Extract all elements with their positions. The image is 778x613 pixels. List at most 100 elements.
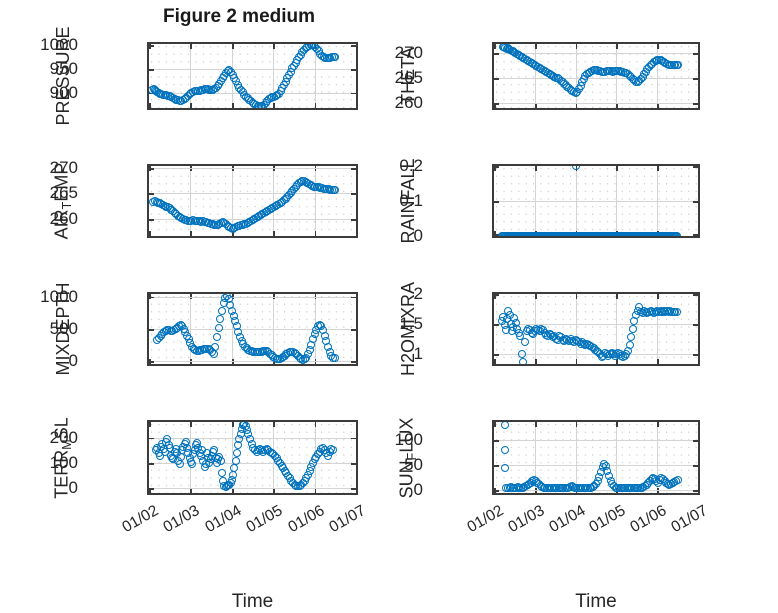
data-point: [558, 335, 567, 344]
data-point: [247, 440, 256, 449]
data-point: [607, 349, 616, 358]
grid-line-vertical: [534, 294, 536, 364]
data-point: [212, 221, 221, 230]
data-point: [236, 429, 245, 438]
y-axis-label-mid-upper-left: AIRTEMP: [51, 162, 74, 240]
data-point: [192, 87, 201, 96]
plot-area-bottom-left[interactable]: [147, 420, 358, 495]
x-tick: [616, 166, 619, 171]
data-point: [611, 483, 620, 492]
y-tick-label: 200: [49, 427, 78, 447]
data-point: [596, 350, 605, 359]
data-point: [189, 345, 198, 354]
data-point: [548, 333, 557, 342]
grid-line-vertical: [657, 166, 659, 236]
data-point: [511, 319, 520, 327]
plot-area-mid-upper-left[interactable]: [147, 164, 358, 238]
data-point: [627, 73, 636, 81]
x-tick-label: 01/06: [627, 502, 670, 537]
data-point: [511, 232, 520, 236]
data-point: [210, 84, 219, 93]
data-point: [510, 48, 518, 56]
data-point: [586, 67, 595, 76]
data-point: [641, 232, 650, 236]
data-point: [663, 306, 671, 315]
grid-line-vertical: [534, 44, 536, 108]
data-point: [517, 232, 526, 236]
data-point: [186, 457, 195, 466]
data-point: [249, 347, 258, 356]
data-point: [327, 445, 336, 454]
data-point: [551, 232, 560, 236]
panel-mid-upper-left: 260 265 270 AIRTEMP: [49, 158, 358, 240]
data-point: [289, 348, 298, 356]
data-point: [198, 85, 207, 94]
x-tick: [149, 294, 151, 299]
plot-area-top-right[interactable]: [492, 42, 700, 110]
data-point: [179, 325, 188, 333]
x-tick: [149, 422, 151, 427]
panel-mid-upper-right: 0 0.1 0.2 RAINFALL: [398, 156, 700, 245]
data-point: [272, 454, 281, 462]
data-point: [565, 84, 574, 92]
y-tick-label: 270: [394, 43, 423, 62]
data-point: [157, 199, 166, 208]
data-point: [306, 44, 315, 50]
y-tick: [494, 490, 499, 492]
data-point: [627, 483, 636, 492]
data-point: [615, 350, 624, 359]
data-point: [294, 351, 302, 360]
data-point: [329, 186, 338, 195]
data-point: [535, 232, 544, 236]
data-point: [502, 483, 511, 492]
data-point: [215, 79, 224, 88]
data-point: [313, 322, 322, 331]
x-tick: [273, 488, 275, 493]
data-point: [654, 232, 663, 236]
data-point: [233, 80, 242, 89]
data-point: [517, 350, 526, 359]
data-point: [631, 232, 640, 236]
data-point: [256, 102, 265, 108]
data-point: [543, 332, 552, 341]
data-point: [246, 346, 254, 355]
data-point: [637, 232, 646, 236]
data-point: [638, 309, 647, 318]
data-point: [221, 483, 230, 492]
y-tick-label: 265: [49, 183, 78, 203]
x-tick: [314, 294, 317, 299]
data-point: [289, 478, 298, 487]
data-point: [613, 484, 622, 492]
panel-top-right: 260 265 270 THETA: [394, 42, 700, 112]
y-axis-label-bottom-right: SUNFLUX: [396, 417, 419, 498]
data-point: [668, 232, 677, 236]
y-tick-label: 0.2: [399, 156, 423, 175]
grid-line-horizontal: [494, 354, 698, 356]
data-point: [651, 232, 660, 236]
data-point: [277, 353, 286, 362]
y-tick-label: 0: [413, 480, 423, 499]
data-point: [605, 232, 614, 236]
plot-area-mid-lower-left[interactable]: [147, 292, 358, 366]
data-point: [657, 232, 666, 236]
plot-area-bottom-right[interactable]: [492, 420, 700, 495]
grid-line-horizontal: [149, 92, 356, 94]
data-point: [585, 484, 594, 492]
plot-area-mid-lower-right[interactable]: [492, 292, 700, 366]
data-point: [649, 58, 658, 66]
data-point: [311, 44, 320, 51]
data-point: [201, 460, 210, 469]
data-point: [670, 232, 679, 236]
y-tick-label: 0: [68, 351, 78, 371]
y-tick: [693, 465, 698, 467]
data-point: [298, 176, 307, 185]
data-point: [159, 90, 168, 99]
data-point: [592, 232, 601, 236]
plot-area-mid-upper-right[interactable]: [492, 164, 700, 238]
x-tick: [534, 294, 537, 299]
data-point: [500, 446, 509, 454]
data-point: [648, 232, 657, 236]
data-point: [500, 44, 509, 51]
plot-area-top-left[interactable]: [147, 42, 358, 110]
data-point: [201, 345, 210, 354]
